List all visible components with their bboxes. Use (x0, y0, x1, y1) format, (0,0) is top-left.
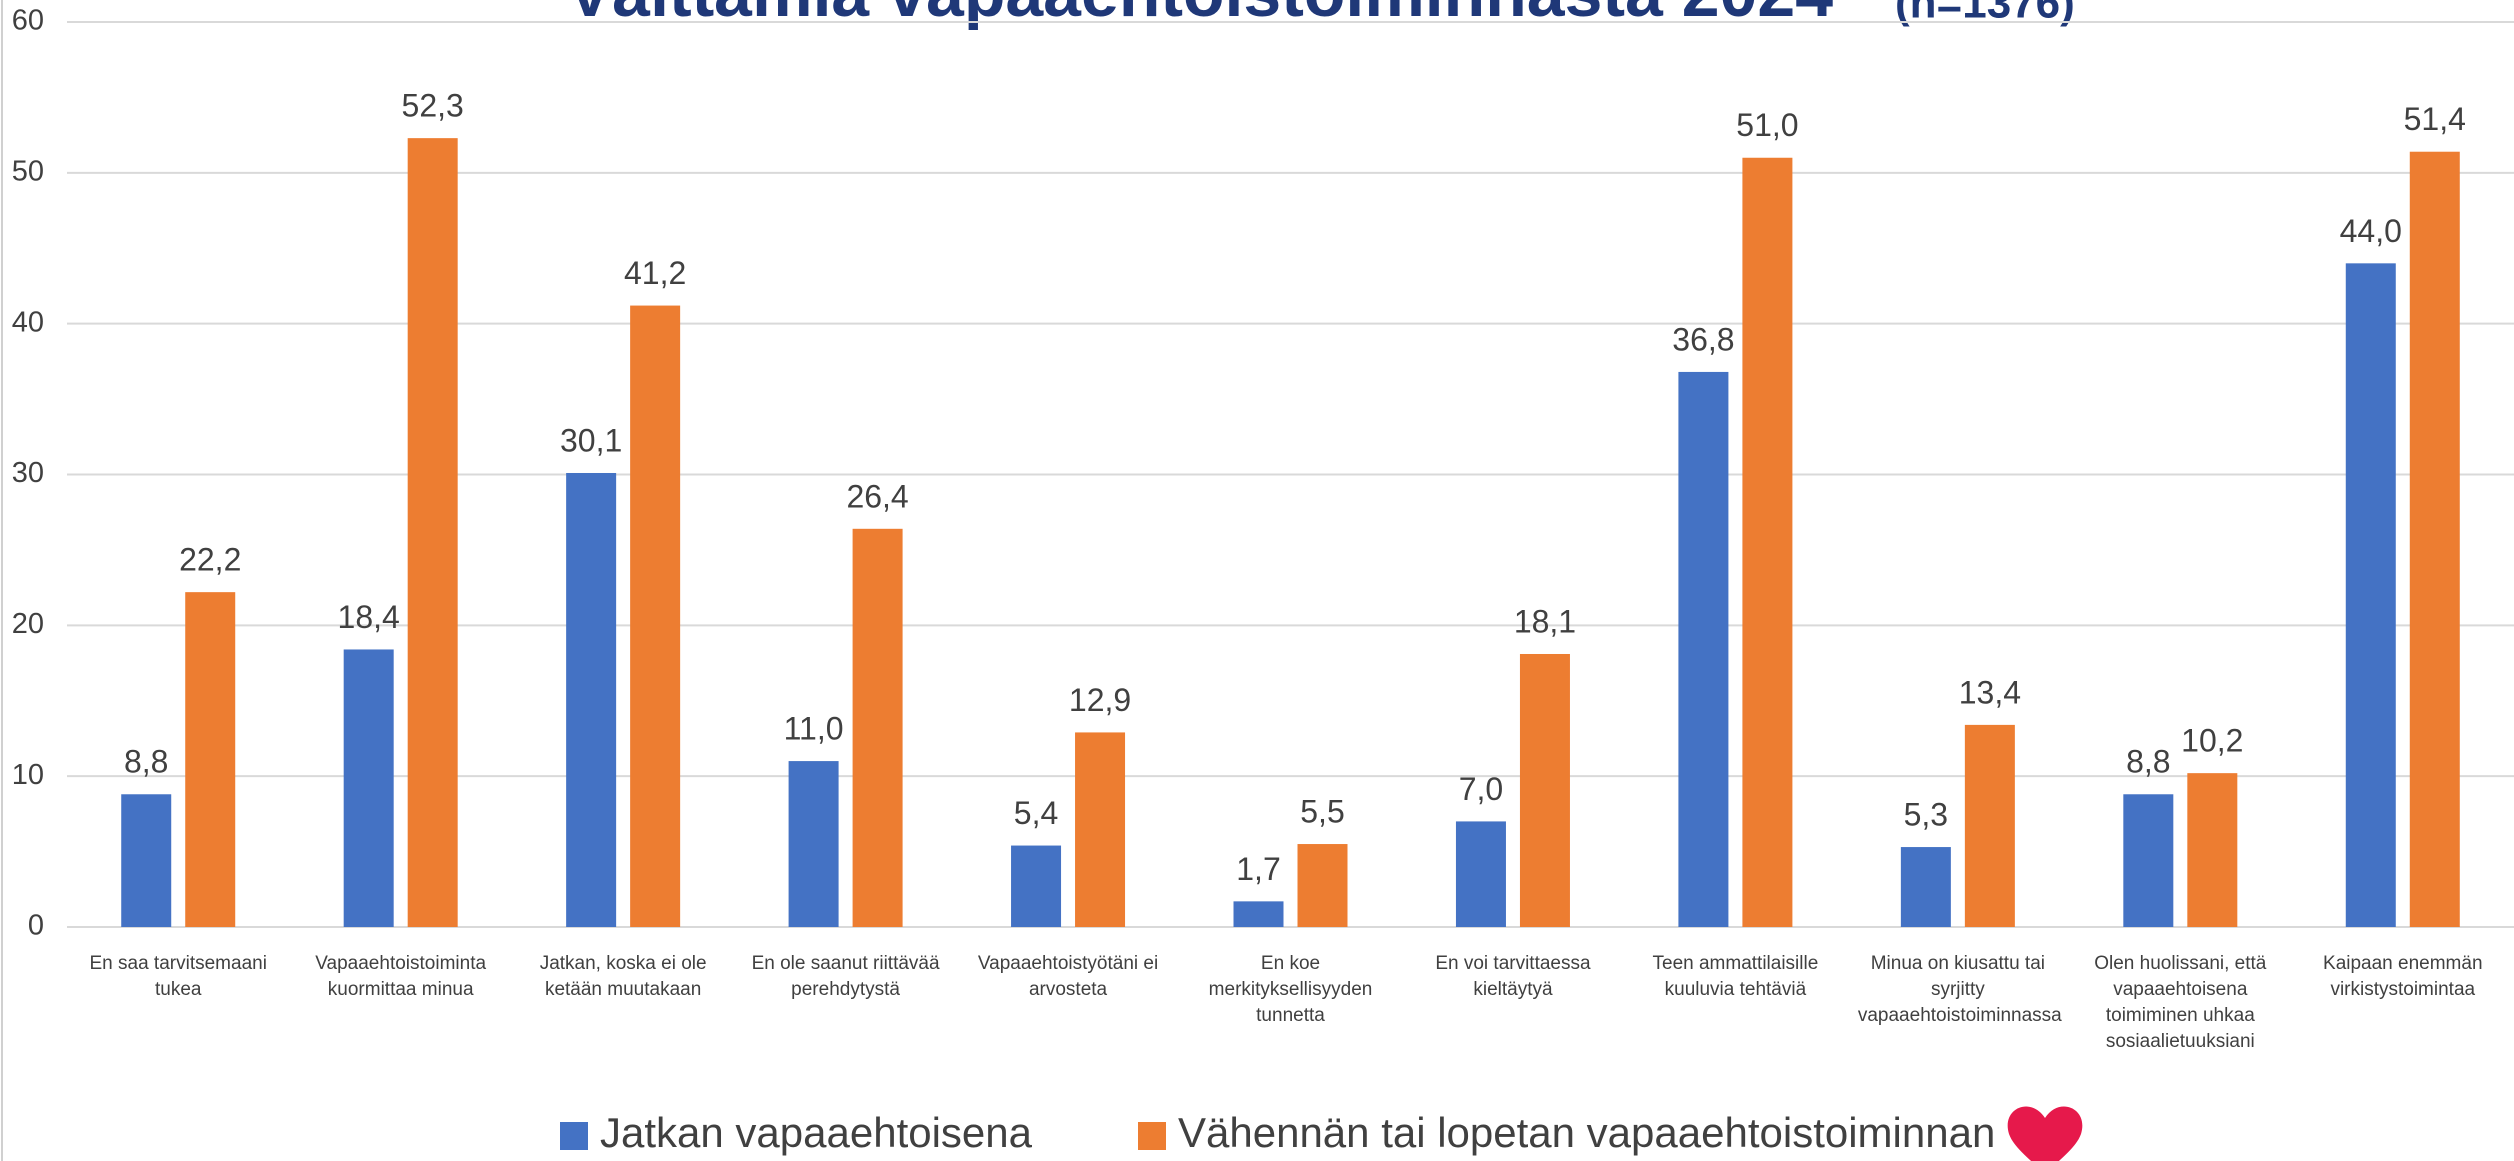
bar (1900, 847, 1951, 927)
value-label: 8,8 (2126, 744, 2170, 780)
value-label: 51,4 (2404, 101, 2466, 137)
value-label: 30,1 (560, 422, 622, 458)
bar (1011, 845, 1062, 927)
bar (2409, 151, 2460, 927)
x-tick-label: Olen huolissani, että vapaaehtoisena toi… (2094, 953, 2267, 1052)
y-tick-label: 10 (12, 759, 44, 791)
y-tick-label: 60 (12, 5, 44, 37)
x-tick-label: Vapaaehtoistyötäni ei arvosteta (977, 953, 1159, 1000)
value-label: 11,0 (784, 711, 844, 747)
x-tick-label: Teen ammattilaisille kuuluvia tehtäviä (1652, 953, 1819, 1000)
bar (407, 138, 458, 927)
bar (1233, 901, 1284, 927)
bar (2123, 794, 2174, 927)
bar (2345, 263, 2396, 927)
chart-subtitle: (n=1376) (1895, 0, 2075, 28)
y-tick-label: 30 (12, 457, 44, 489)
bar (852, 528, 903, 927)
y-tick-label: 40 (12, 306, 44, 338)
y-tick-label: 50 (12, 155, 44, 187)
x-tick-label: Jatkan, koska ei ole ketään muutakaan (539, 953, 707, 1000)
bar (1964, 724, 2015, 927)
y-tick-label: 20 (12, 608, 44, 640)
bar (1742, 157, 1793, 927)
value-label: 36,8 (1672, 321, 1734, 357)
legend-swatch (1138, 1122, 1166, 1150)
value-label: 18,1 (1514, 603, 1576, 639)
chart-title: Väittämiä vapaaehtoistoiminnasta 2024 (567, 0, 1833, 31)
value-label: 22,2 (179, 542, 241, 578)
value-label: 5,3 (1904, 797, 1948, 833)
bar (2187, 773, 2238, 927)
legend-swatch (560, 1122, 588, 1150)
y-tick-label: 0 (28, 910, 44, 942)
value-label: 52,3 (402, 88, 464, 124)
value-label: 7,0 (1459, 771, 1503, 807)
x-tick-label: En saa tarvitsemaani tukea (89, 953, 267, 1000)
bar (630, 305, 681, 928)
x-tick-label: En koe merkityksellisyyden tunnetta (1208, 953, 1373, 1026)
bar (343, 649, 394, 927)
value-label: 51,0 (1736, 107, 1798, 143)
x-tick-label: En ole saanut riittävää perehdytystä (751, 953, 940, 1000)
legend-label: Vähennän tai lopetan vapaaehtoistoiminna… (1178, 1109, 1995, 1156)
bar (1075, 732, 1126, 927)
x-tick-label: Kaipaan enemmän virkistystoimintaa (2323, 953, 2483, 1000)
value-label: 5,4 (1014, 795, 1058, 831)
value-label: 18,4 (338, 599, 400, 635)
value-label: 12,9 (1069, 682, 1131, 718)
bar (1455, 821, 1506, 927)
value-label: 8,8 (124, 744, 168, 780)
bar (185, 592, 236, 927)
legend-label: Jatkan vapaaehtoisena (600, 1109, 1033, 1156)
value-label: 44,0 (2340, 213, 2402, 249)
value-label: 41,2 (624, 255, 686, 291)
x-tick-label: Minua on kiusattu tai syrjitty vapaaehto… (1857, 953, 2062, 1026)
bar (1297, 844, 1348, 927)
bar (1678, 371, 1729, 927)
x-tick-label: En voi tarvittaessa kieltäytyä (1435, 953, 1591, 1000)
value-label: 1,7 (1236, 851, 1280, 887)
logo-heart (2007, 1106, 2083, 1161)
value-label: 10,2 (2181, 723, 2243, 759)
x-tick-label: Vapaaehtoistoiminta kuormittaa minua (315, 953, 487, 1000)
bar (788, 761, 839, 927)
value-label: 13,4 (1959, 674, 2021, 710)
value-label: 5,5 (1300, 793, 1344, 829)
bar (566, 472, 617, 927)
bar (1519, 653, 1570, 927)
value-label: 26,4 (846, 478, 908, 514)
bar (121, 794, 172, 927)
